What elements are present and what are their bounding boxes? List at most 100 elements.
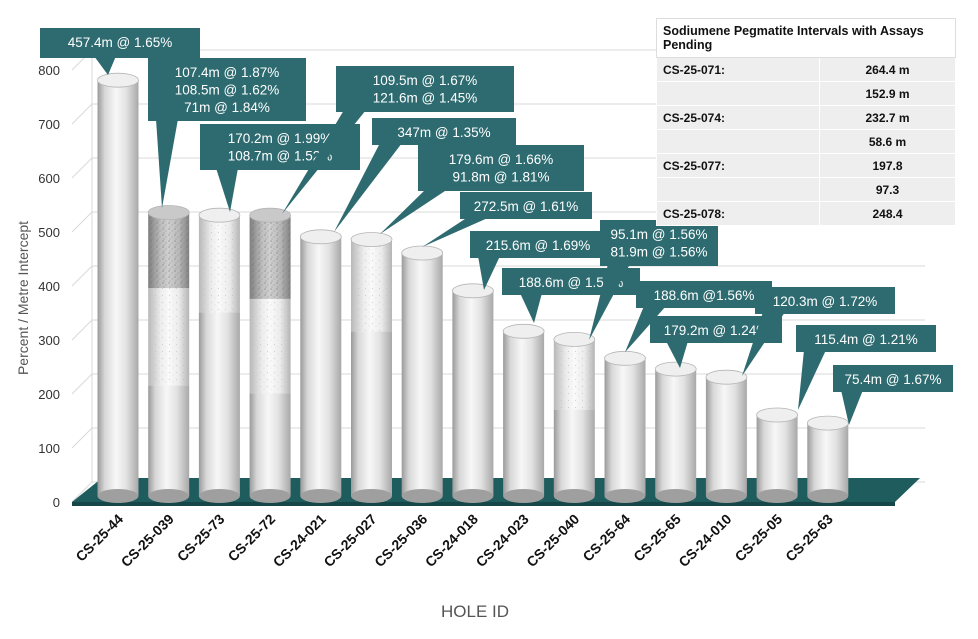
- callout-pointer: [589, 264, 630, 340]
- table-row: 58.6 m: [656, 129, 956, 154]
- callout: 272.5m @ 1.61%: [422, 192, 592, 247]
- bar: [97, 72, 139, 503]
- bar-segment: [351, 331, 392, 496]
- callout-pointer: [666, 341, 688, 368]
- callout: 347m @ 1.35%: [334, 118, 516, 232]
- table-title: Sodiumene Pegmatite Intervals with Assay…: [656, 18, 956, 58]
- bar-base: [452, 489, 494, 503]
- interval-length-cell: 197.8: [819, 153, 956, 178]
- table-row: CS-25-078: 248.4: [656, 201, 956, 226]
- bar-segment: [97, 80, 139, 496]
- y-tick-label: 700: [38, 117, 60, 132]
- bar-top: [198, 207, 241, 223]
- grid-line: [71, 427, 93, 449]
- callout-text: 109.5m @ 1.67%: [373, 73, 478, 88]
- y-tick-label: 200: [38, 387, 60, 402]
- bar-top: [147, 205, 190, 220]
- callout-text: 71m @ 1.84%: [184, 100, 270, 115]
- bar: [147, 205, 190, 503]
- x-tick-label: CS-24-023: [473, 511, 532, 570]
- callout-pointer: [282, 110, 366, 214]
- callout: 188.6m @ 1.56%: [502, 268, 640, 323]
- table-row: 152.9 m: [656, 81, 956, 106]
- y-tick-label: 600: [38, 171, 60, 186]
- callout: 75.4m @ 1.67%: [833, 365, 953, 425]
- bar-segment: [807, 423, 849, 496]
- y-tick-label: 300: [38, 333, 60, 348]
- hole-id-cell: CS-25-077:: [656, 153, 820, 178]
- bar-segment: [148, 385, 190, 496]
- callout-text: 457.4m @ 1.65%: [68, 35, 173, 50]
- floor-edge: [72, 502, 895, 506]
- callout-pointer: [156, 119, 178, 208]
- callout: 120.3m @ 1.72%: [742, 287, 895, 376]
- bar: [350, 232, 393, 503]
- bar: [806, 415, 849, 503]
- bar-segment: [503, 331, 545, 496]
- callout-text: 95.1m @ 1.56%: [610, 227, 707, 242]
- hole-id-cell: CS-25-074:: [656, 105, 820, 130]
- bar-base: [249, 489, 291, 503]
- bar: [198, 207, 241, 503]
- x-tick-label: CS-25-63: [782, 511, 836, 565]
- x-tick-label: CS-24-018: [422, 511, 481, 570]
- bar-base: [97, 489, 139, 503]
- bar-top: [299, 229, 342, 245]
- bar-segment: [198, 312, 240, 496]
- table-row: CS-25-077: 197.8: [656, 153, 956, 178]
- bar-segment: [604, 358, 646, 496]
- callouts: 457.4m @ 1.65%107.4m @ 1.87% 108.5m @ 1.6…: [40, 28, 953, 425]
- x-tick-label: CS-25-73: [174, 511, 228, 565]
- table-row: CS-25-074: 232.7 m: [656, 105, 956, 130]
- bar: [553, 331, 596, 503]
- bar-segment: [655, 369, 697, 496]
- bar-segment: [705, 377, 747, 496]
- bar-top: [756, 407, 798, 423]
- callout-text: 347m @ 1.35%: [397, 125, 490, 140]
- callout-text: 120.3m @ 1.72%: [773, 294, 878, 309]
- pending-assays-table: Sodiumene Pegmatite Intervals with Assay…: [656, 18, 956, 226]
- bar-base: [807, 489, 849, 503]
- bar-segment-texture: [249, 298, 291, 394]
- bar: [654, 361, 697, 503]
- x-tick-label: CS-24-010: [675, 511, 734, 570]
- callout-pointer: [520, 293, 542, 323]
- bar-top: [654, 361, 697, 377]
- bar-base: [604, 489, 646, 503]
- callout: 115.4m @ 1.21%: [796, 325, 936, 410]
- callout-text: 215.6m @ 1.69%: [486, 238, 591, 253]
- bar-segment: [756, 415, 798, 496]
- bar-base: [705, 489, 747, 503]
- x-tick-label: CS-25-64: [579, 511, 633, 565]
- bar-segment: [452, 290, 494, 496]
- bar-base: [300, 489, 342, 503]
- callout-pointer: [216, 168, 238, 212]
- callout-text: 170.2m @ 1.99%: [228, 131, 333, 146]
- callout-box: [40, 28, 200, 58]
- grid-line: [71, 157, 93, 179]
- callout-text: 115.4m @ 1.21%: [814, 332, 918, 347]
- y-tick-label: 500: [38, 225, 60, 240]
- grid-line: [71, 211, 93, 233]
- y-axis-title: Percent / Metre Intercept: [15, 221, 31, 375]
- grid-line: [71, 265, 93, 287]
- bar-segment: [249, 393, 291, 496]
- interval-length-cell: 264.4 m: [819, 57, 956, 82]
- hole-id-cell: CS-25-071:: [656, 57, 820, 82]
- callout-box: [148, 58, 306, 121]
- callout-text: 188.6m @ 1.56%: [519, 275, 624, 290]
- grid-line: [71, 319, 93, 341]
- x-tick-label: CS-25-05: [732, 511, 786, 565]
- x-tick-label: CS-24-021: [270, 511, 329, 570]
- bar-base: [756, 489, 798, 503]
- callout: 215.6m @ 1.69%: [470, 231, 606, 290]
- callout-pointer: [94, 56, 116, 75]
- x-tick-label: CS-25-039: [118, 511, 177, 570]
- callout-pointer: [422, 217, 490, 247]
- bar-top: [553, 331, 596, 347]
- grid-line: [71, 373, 93, 395]
- callout-text: 188.6m @1.56%: [654, 288, 755, 303]
- bar-top: [806, 415, 849, 431]
- table-row: CS-25-071: 264.4 m: [656, 57, 956, 82]
- callout-text: 108.7m @ 1.52%: [228, 149, 333, 164]
